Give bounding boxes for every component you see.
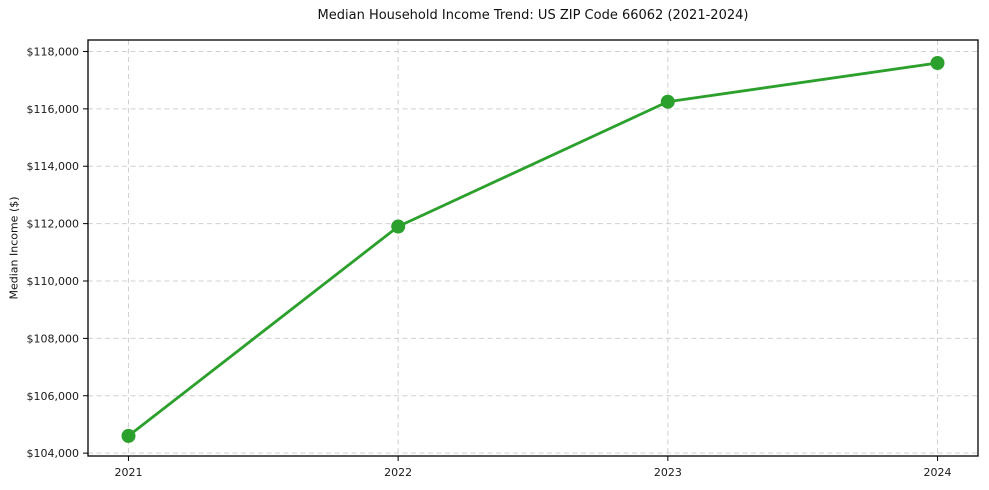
x-tick-label: 2021 — [114, 466, 142, 479]
y-tick-label: $106,000 — [27, 390, 80, 403]
y-tick-label: $114,000 — [27, 160, 80, 173]
y-tick-label: $112,000 — [27, 218, 80, 231]
x-tick-label: 2022 — [384, 466, 412, 479]
data-point-marker — [930, 56, 945, 70]
y-tick-label: $116,000 — [27, 103, 80, 116]
plot-border — [87, 39, 979, 457]
y-tick-label: $118,000 — [27, 45, 80, 58]
data-point-marker — [391, 219, 406, 234]
x-tick-label: 2023 — [654, 466, 682, 479]
data-point-marker — [660, 94, 675, 109]
income-trend-line — [127, 61, 939, 438]
y-tick-label: $108,000 — [27, 332, 80, 345]
data-point-marker — [121, 428, 136, 443]
y-tick-label: $104,000 — [27, 447, 80, 460]
x-tick-label: 2024 — [924, 466, 952, 479]
y-tick-label: $110,000 — [27, 275, 80, 288]
chart-title: Median Household Income Trend: US ZIP Co… — [317, 8, 749, 23]
